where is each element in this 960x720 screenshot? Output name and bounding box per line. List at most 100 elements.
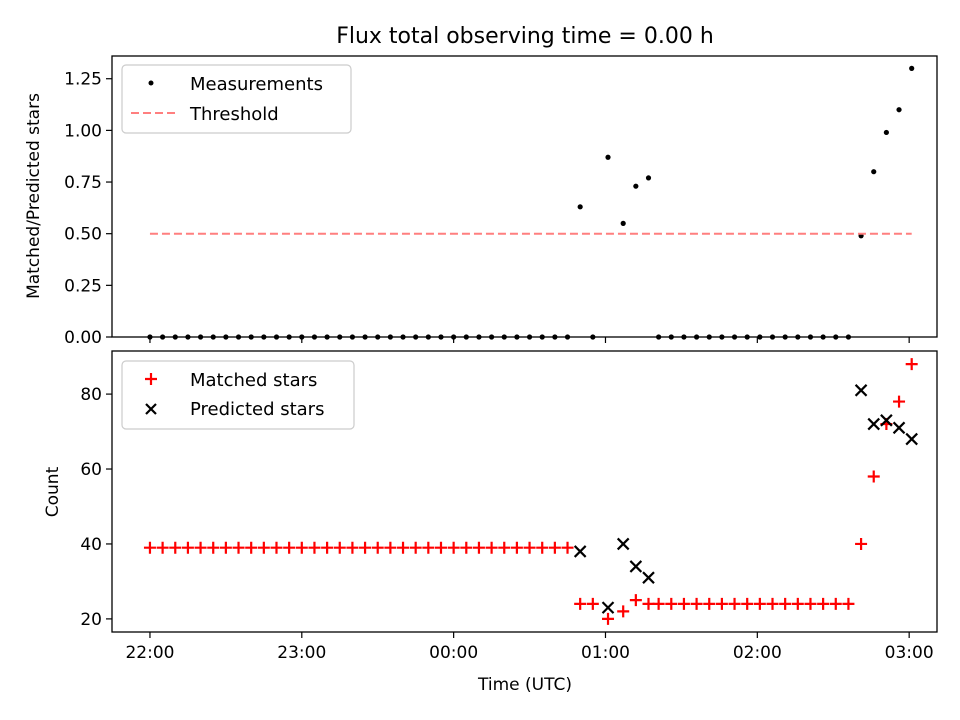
predicted-point xyxy=(642,571,655,584)
matched-point xyxy=(728,597,741,610)
matched-point xyxy=(804,597,817,610)
matched-point xyxy=(523,541,536,554)
y-tick-label: 0.50 xyxy=(64,225,102,245)
bottom-panel-marks xyxy=(143,358,918,625)
matched-point xyxy=(308,541,321,554)
predicted-point xyxy=(905,432,918,446)
top-panel-legend: Measurements Threshold xyxy=(121,64,352,134)
predicted-point xyxy=(616,537,630,551)
matched-point xyxy=(817,597,830,610)
matched-point xyxy=(219,541,232,554)
matched-point xyxy=(333,541,346,554)
measurement-point xyxy=(620,220,626,226)
y-tick-label: 0.00 xyxy=(64,328,102,348)
matched-point xyxy=(194,541,207,554)
matched-point xyxy=(295,541,308,554)
matched-point xyxy=(574,597,587,610)
matched-point xyxy=(548,541,561,554)
chart-title: Flux total observing time = 0.00 h xyxy=(336,24,714,49)
predicted-point xyxy=(573,545,587,558)
predicted-point xyxy=(601,601,615,614)
measurement-point xyxy=(645,175,652,181)
matched-point xyxy=(766,597,779,610)
matched-point xyxy=(371,541,384,554)
matched-point xyxy=(642,597,655,610)
predicted-point xyxy=(629,560,643,573)
measurement-point xyxy=(871,169,877,175)
matched-point xyxy=(842,597,855,610)
x-tick-label: 22:00 xyxy=(125,643,174,663)
matched-point xyxy=(629,594,642,607)
y-tick-label: 80 xyxy=(80,385,102,405)
matched-point xyxy=(485,541,498,554)
legend-measurements-label: Measurements xyxy=(190,74,323,95)
measurement-point xyxy=(909,65,915,71)
matched-point xyxy=(434,541,447,554)
matched-point xyxy=(422,541,435,554)
top-panel: 0.00 0.25 0.50 0.75 1.00 1.25 Matched/Predict… xyxy=(24,55,938,348)
matched-point xyxy=(270,541,283,554)
legend-matched-label: Matched stars xyxy=(190,370,317,391)
top-panel-frame xyxy=(111,55,938,338)
matched-point xyxy=(397,541,410,554)
matched-point xyxy=(586,597,599,610)
x-tick-label: 03:00 xyxy=(885,643,934,663)
matched-point xyxy=(359,541,372,554)
matched-point xyxy=(156,541,169,554)
matched-point xyxy=(753,597,766,610)
matched-point xyxy=(617,605,630,618)
matched-point xyxy=(384,541,397,554)
predicted-point xyxy=(854,384,868,397)
x-tick-label: 00:00 xyxy=(429,643,478,663)
y-tick-label: 40 xyxy=(80,535,102,555)
matched-point xyxy=(602,612,615,625)
measurement-point xyxy=(633,183,639,189)
legend-predicted-label: Predicted stars xyxy=(190,399,324,420)
legend-predicted-marker xyxy=(145,403,157,415)
matched-point xyxy=(690,597,703,610)
matched-point xyxy=(703,597,716,610)
predicted-point xyxy=(867,417,881,431)
matched-point xyxy=(460,541,473,554)
bottom-panel-frame xyxy=(111,350,938,633)
matched-point xyxy=(257,541,270,554)
measurement-point xyxy=(883,129,889,136)
matched-point xyxy=(207,541,220,554)
matched-point xyxy=(346,541,359,554)
matched-point xyxy=(829,597,842,610)
matched-point xyxy=(536,541,549,554)
matched-point xyxy=(677,597,690,610)
x-tick-label: 01:00 xyxy=(581,643,630,663)
matched-point xyxy=(715,597,728,610)
matched-point xyxy=(867,470,880,483)
matched-point xyxy=(169,541,182,554)
matched-point xyxy=(181,541,194,554)
x-tick-label: 02:00 xyxy=(733,643,782,663)
predicted-point xyxy=(880,414,893,427)
matched-point xyxy=(779,597,792,610)
matched-point xyxy=(472,541,485,554)
legend-box xyxy=(121,360,355,430)
y-tick-label: 1.25 xyxy=(64,70,102,90)
matched-point xyxy=(741,597,754,610)
y-tick-label: 20 xyxy=(80,610,102,630)
matched-point xyxy=(143,541,156,554)
x-tick-label: 23:00 xyxy=(277,643,326,663)
legend-measurements-marker xyxy=(148,80,154,86)
matched-point xyxy=(321,541,334,554)
bottom-panel-ylabel: Count xyxy=(43,466,63,517)
legend-threshold-label: Threshold xyxy=(189,104,279,125)
matched-point xyxy=(245,541,258,554)
measurement-point xyxy=(577,204,583,210)
bottom-panel-legend: Matched stars Predicted stars xyxy=(121,360,355,430)
legend-box xyxy=(121,64,352,134)
matched-point xyxy=(652,597,665,610)
matched-point xyxy=(409,541,422,554)
y-tick-label: 0.25 xyxy=(64,276,102,296)
measurement-point xyxy=(896,107,902,113)
predicted-point xyxy=(892,421,906,435)
top-panel-ticks: 0.00 0.25 0.50 0.75 1.00 1.25 xyxy=(64,70,910,348)
matched-point xyxy=(283,541,296,554)
y-tick-label: 0.75 xyxy=(64,173,102,193)
